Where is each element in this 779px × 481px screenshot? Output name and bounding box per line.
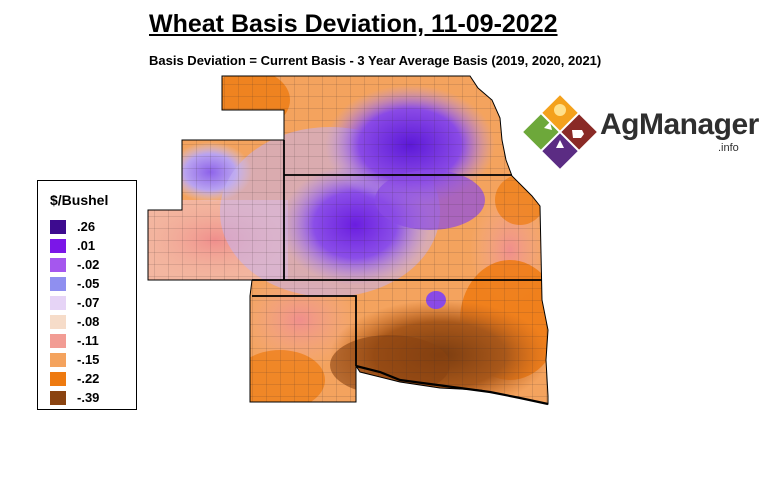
legend-label: -.39 (77, 390, 100, 405)
legend-title: $/Bushel (50, 192, 109, 208)
legend-swatch (50, 220, 66, 234)
legend-swatch (50, 277, 66, 291)
legend-label: -.08 (77, 314, 100, 329)
map-title: Wheat Basis Deviation, 11-09-2022 (149, 10, 558, 38)
legend-swatch (50, 258, 66, 272)
legend-swatch (50, 353, 66, 367)
map-subtitle: Basis Deviation = Current Basis - 3 Year… (149, 53, 602, 68)
legend-label: .26 (77, 219, 96, 234)
legend-label: .01 (77, 238, 96, 253)
legend-label: -.11 (77, 333, 99, 348)
legend-swatch (50, 315, 66, 329)
legend-swatch (50, 334, 66, 348)
legend-label: -.02 (77, 257, 100, 272)
legend-label: -.15 (77, 352, 100, 367)
legend-swatch (50, 372, 66, 386)
legend-swatch (50, 296, 66, 310)
logo-suffix: .info (718, 142, 739, 154)
agmanager-logo: AgManager .info (522, 92, 759, 172)
legend-label: -.07 (77, 295, 100, 310)
legend-swatch (50, 239, 66, 253)
agmanager-diamond-icon (523, 95, 597, 169)
legend: $/Bushel .26 .01 -.02 -.05 -.07 -.08 -.1… (37, 180, 137, 410)
legend-label: -.22 (77, 371, 100, 386)
logo-wordmark: AgManager (600, 108, 759, 141)
legend-swatch (50, 391, 66, 405)
legend-label: -.05 (77, 276, 100, 291)
